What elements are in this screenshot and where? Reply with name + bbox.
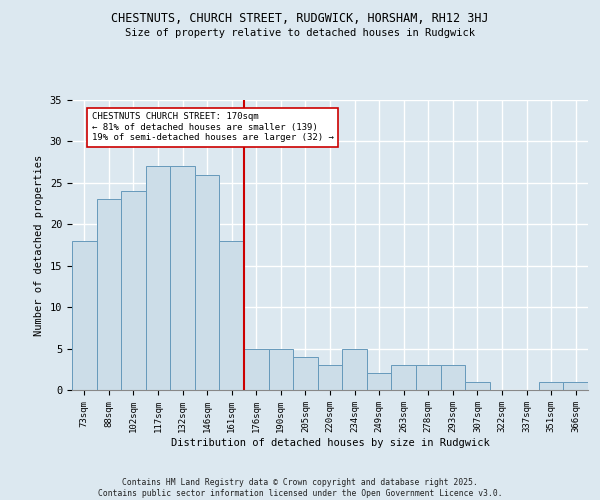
Bar	[269, 348, 293, 390]
Bar	[97, 200, 121, 390]
Bar	[293, 357, 318, 390]
Bar	[416, 365, 440, 390]
Bar	[342, 348, 367, 390]
Bar	[146, 166, 170, 390]
Text: CHESTNUTS CHURCH STREET: 170sqm
← 81% of detached houses are smaller (139)
19% o: CHESTNUTS CHURCH STREET: 170sqm ← 81% of…	[92, 112, 334, 142]
Text: Contains HM Land Registry data © Crown copyright and database right 2025.
Contai: Contains HM Land Registry data © Crown c…	[98, 478, 502, 498]
X-axis label: Distribution of detached houses by size in Rudgwick: Distribution of detached houses by size …	[170, 438, 490, 448]
Bar	[391, 365, 416, 390]
Text: Size of property relative to detached houses in Rudgwick: Size of property relative to detached ho…	[125, 28, 475, 38]
Bar	[195, 174, 220, 390]
Bar	[465, 382, 490, 390]
Bar	[318, 365, 342, 390]
Bar	[440, 365, 465, 390]
Bar	[367, 374, 391, 390]
Bar	[72, 241, 97, 390]
Bar	[563, 382, 588, 390]
Text: CHESTNUTS, CHURCH STREET, RUDGWICK, HORSHAM, RH12 3HJ: CHESTNUTS, CHURCH STREET, RUDGWICK, HORS…	[111, 12, 489, 26]
Y-axis label: Number of detached properties: Number of detached properties	[34, 154, 44, 336]
Bar	[121, 191, 146, 390]
Bar	[220, 241, 244, 390]
Bar	[170, 166, 195, 390]
Bar	[539, 382, 563, 390]
Bar	[244, 348, 269, 390]
